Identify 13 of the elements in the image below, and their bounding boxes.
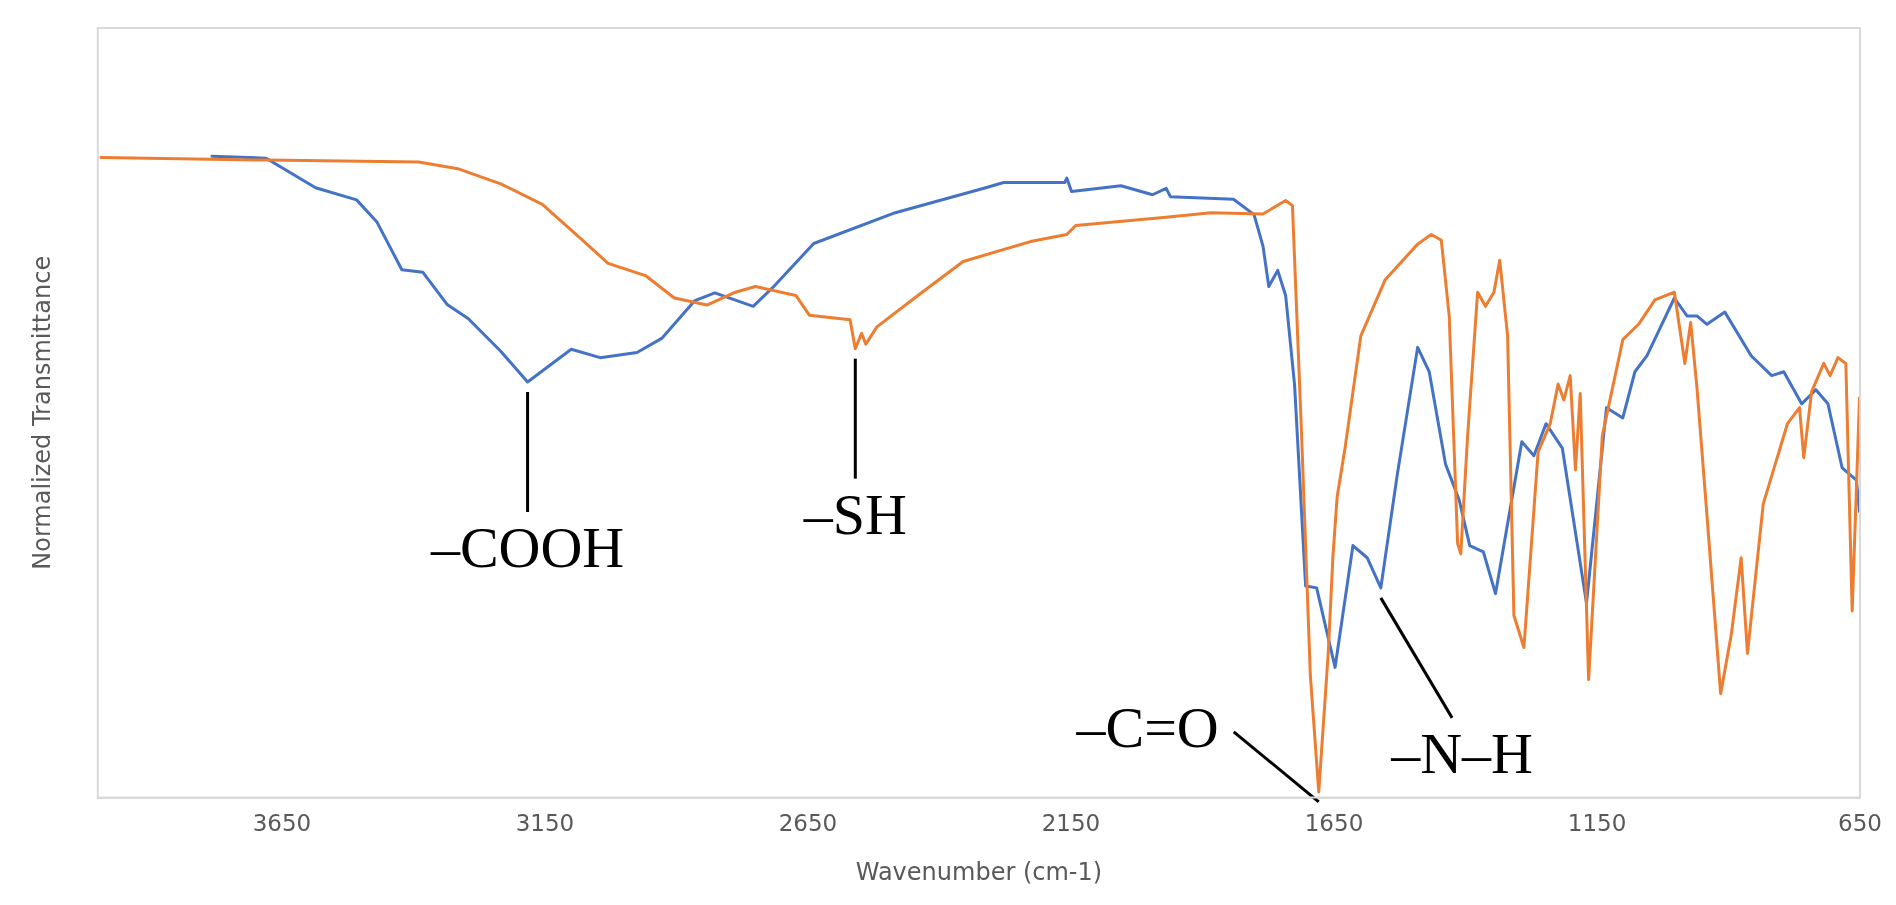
x-tick-label: 2650	[778, 810, 838, 837]
annotation: –N–H	[1390, 721, 1533, 787]
annotation: –COOH	[429, 515, 625, 581]
y-axis-title: Normalized Transmittance	[27, 255, 56, 570]
x-tick-label: 2150	[1041, 810, 1101, 837]
x-tick-label: 1650	[1304, 810, 1364, 837]
x-tick-label: 3150	[515, 810, 575, 837]
annotation: –SH	[802, 481, 907, 547]
x-tick-label: 1150	[1567, 810, 1627, 837]
annotation: –C=O	[1075, 695, 1219, 761]
x-tick-label: 650	[1838, 810, 1882, 837]
x-tick-label: 3650	[252, 810, 312, 837]
x-axis-title: Wavenumber (cm-1)	[855, 857, 1103, 886]
